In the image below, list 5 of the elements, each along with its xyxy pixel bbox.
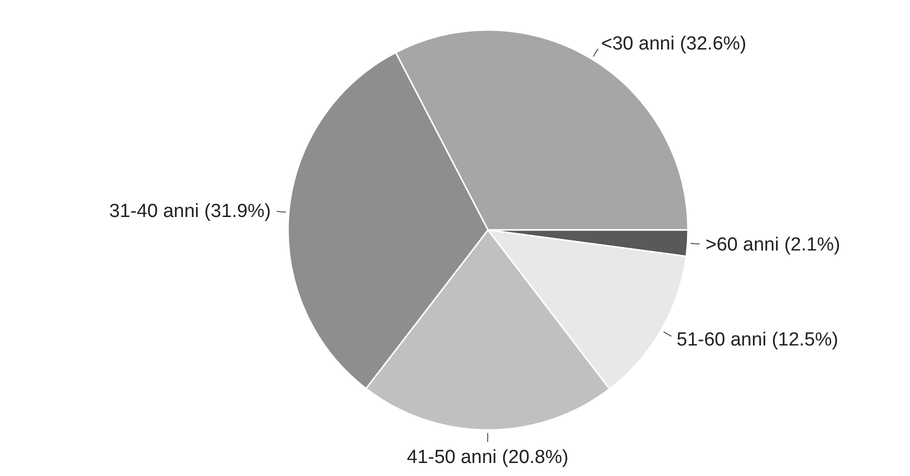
slice-label: >60 anni (2.1%) (706, 234, 840, 256)
slice-label: 51-60 anni (12.5%) (676, 329, 838, 350)
slice-label: 41-50 anni (20.8%) (406, 447, 568, 468)
slice-label: <30 anni (32.6%) (601, 34, 746, 55)
slice-label: 31-40 anni (31.9%) (109, 200, 271, 222)
